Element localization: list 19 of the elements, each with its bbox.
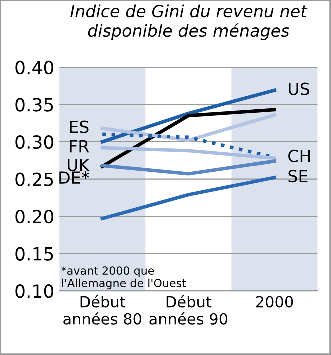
- y-tick-label: 0.10: [16, 284, 54, 298]
- chart-title: Indice de Gini du revenu net disponible des ménages: [70, 4, 308, 40]
- y-tick-label: 0.30: [16, 135, 54, 150]
- y-tick-label: 0.25: [16, 172, 54, 186]
- y-tick-label: 0.15: [16, 247, 54, 261]
- x-tick-label: 2000: [256, 296, 294, 308]
- y-tick-label: 0.20: [16, 210, 54, 224]
- annotation: ES: [70, 120, 89, 134]
- annotation: DE*: [60, 172, 90, 184]
- x-tick-label: Début années 90: [150, 295, 228, 325]
- x-tick-label: Début années 80: [64, 295, 142, 325]
- y-tick-label: 0.35: [16, 98, 54, 112]
- annotation: SE: [288, 170, 308, 183]
- annotation: UK: [68, 159, 90, 172]
- annotation: FR: [70, 140, 90, 153]
- y-tick-label: 0.40: [16, 60, 54, 75]
- annotation: CH: [288, 150, 310, 162]
- annotation: *avant 2000 que l'Allemagne de l'Ouest: [62, 266, 186, 290]
- annotation: US: [289, 82, 310, 96]
